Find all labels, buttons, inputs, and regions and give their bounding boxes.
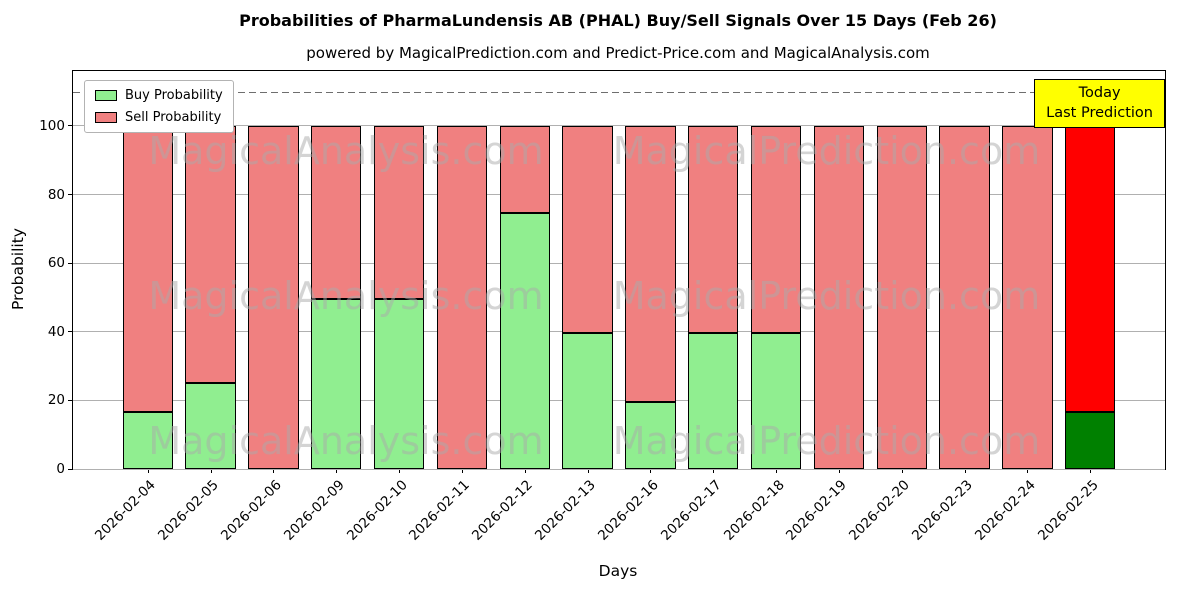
x-tick-label: 2026-02-06 — [217, 477, 285, 544]
bar-buy-segment — [625, 402, 676, 469]
y-tick-mark — [68, 125, 72, 127]
bar-buy-segment — [1065, 412, 1116, 469]
bar-sell-segment — [122, 125, 173, 413]
x-tick-label: 2026-02-04 — [92, 477, 160, 544]
x-tick-mark — [273, 469, 275, 473]
y-gridline — [73, 262, 1165, 264]
x-tick-label: 2026-02-09 — [280, 477, 348, 544]
watermark-text: MagicalAnalysis.com — [148, 273, 544, 318]
x-tick-mark — [399, 469, 401, 473]
legend-label-buy: Buy Probability — [125, 88, 223, 103]
y-axis-label: Probability — [9, 228, 27, 310]
x-tick-mark — [1090, 469, 1092, 473]
y-gridline — [73, 125, 1165, 127]
watermark-text: MagicalAnalysis.com — [148, 128, 544, 173]
chart-subtitle: powered by MagicalPrediction.com and Pre… — [306, 44, 930, 62]
x-axis-label: Days — [598, 562, 638, 580]
x-tick-mark — [210, 469, 212, 473]
threshold-dash-line — [73, 91, 1165, 94]
bar-sell-segment — [185, 125, 236, 384]
today-annotation: Today Last Prediction — [1034, 79, 1165, 129]
y-gridline — [73, 399, 1165, 401]
bar-sell-segment — [248, 125, 299, 469]
bar-sell-segment — [311, 125, 362, 300]
watermark-text: MagicalPrediction.com — [612, 273, 1041, 318]
y-tick-label: 60 — [47, 255, 65, 272]
bar-buy-segment — [311, 299, 362, 469]
x-tick-label: 2026-02-13 — [532, 477, 599, 544]
bar-buy-segment — [499, 213, 550, 469]
bar-buy-segment — [122, 412, 173, 469]
x-tick-mark — [776, 469, 778, 473]
x-tick-label: 2026-02-18 — [720, 477, 788, 544]
x-tick-mark — [713, 469, 715, 473]
bar-sell-segment — [876, 125, 927, 469]
x-tick-label: 2026-02-17 — [657, 477, 725, 544]
legend-item-buy: Buy Probability — [95, 88, 223, 103]
x-tick-label: 2026-02-16 — [594, 477, 662, 544]
y-gridline — [73, 331, 1165, 333]
bar-sell-segment — [499, 125, 550, 214]
today-annotation-line2: Last Prediction — [1046, 104, 1153, 121]
bar-buy-segment — [373, 299, 425, 469]
x-tick-mark — [147, 469, 149, 473]
bar-sell-segment — [1065, 125, 1116, 413]
bar-sell-segment — [436, 125, 488, 469]
legend: Buy Probability Sell Probability — [84, 80, 234, 133]
x-tick-mark — [461, 469, 463, 473]
watermark-text: MagicalPrediction.com — [612, 419, 1041, 464]
y-tick-label: 0 — [56, 461, 65, 477]
bar-buy-segment — [185, 383, 236, 469]
y-tick-mark — [68, 262, 72, 264]
x-tick-label: 2026-02-19 — [783, 477, 851, 544]
plot-area: Buy Probability Sell Probability Today L… — [39, 70, 1166, 544]
legend-swatch-sell — [95, 112, 117, 123]
x-tick-label: 2026-02-25 — [1034, 477, 1102, 544]
legend-label-sell: Sell Probability — [125, 110, 222, 125]
bar-sell-segment — [562, 125, 613, 334]
x-tick-label: 2026-02-05 — [155, 477, 222, 544]
legend-item-sell: Sell Probability — [95, 110, 223, 125]
x-tick-label: 2026-02-11 — [406, 477, 474, 544]
bar-sell-segment — [813, 125, 865, 469]
x-tick-mark — [964, 469, 966, 473]
y-tick-mark — [68, 194, 72, 196]
bar-sell-segment — [688, 125, 739, 334]
x-tick-label: 2026-02-24 — [971, 477, 1039, 544]
x-tick-label: 2026-02-20 — [846, 477, 914, 544]
bar-sell-segment — [1002, 125, 1053, 469]
bar-sell-segment — [625, 125, 676, 403]
chart-title: Probabilities of PharmaLundensis AB (PHA… — [239, 11, 997, 30]
bar-buy-segment — [562, 333, 613, 469]
y-tick-label: 100 — [39, 117, 65, 134]
x-tick-mark — [901, 469, 903, 473]
x-tick-label: 2026-02-12 — [469, 477, 537, 544]
watermark-text: MagicalPrediction.com — [612, 128, 1041, 173]
y-gridline — [73, 194, 1165, 196]
x-tick-mark — [336, 469, 338, 473]
y-tick-label: 20 — [47, 392, 65, 409]
bar-sell-segment — [939, 125, 990, 469]
y-tick-mark — [68, 468, 72, 470]
x-tick-mark — [650, 469, 652, 473]
y-tick-mark — [68, 331, 72, 333]
y-tick-label: 80 — [47, 186, 65, 203]
x-tick-mark — [524, 469, 526, 473]
y-gridline — [73, 468, 1165, 470]
x-tick-mark — [838, 469, 840, 473]
legend-swatch-buy — [95, 90, 117, 101]
bar-sell-segment — [373, 125, 425, 300]
bar-sell-segment — [750, 125, 802, 334]
y-tick-label: 40 — [47, 323, 65, 340]
bar-buy-segment — [688, 333, 739, 469]
x-tick-label: 2026-02-23 — [909, 477, 976, 544]
x-tick-mark — [1027, 469, 1029, 473]
watermark-text: MagicalAnalysis.com — [148, 419, 544, 464]
y-tick-mark — [68, 399, 72, 401]
x-tick-mark — [587, 469, 589, 473]
x-tick-label: 2026-02-10 — [343, 477, 411, 544]
bar-buy-segment — [750, 333, 802, 469]
today-annotation-line1: Today — [1078, 85, 1121, 101]
